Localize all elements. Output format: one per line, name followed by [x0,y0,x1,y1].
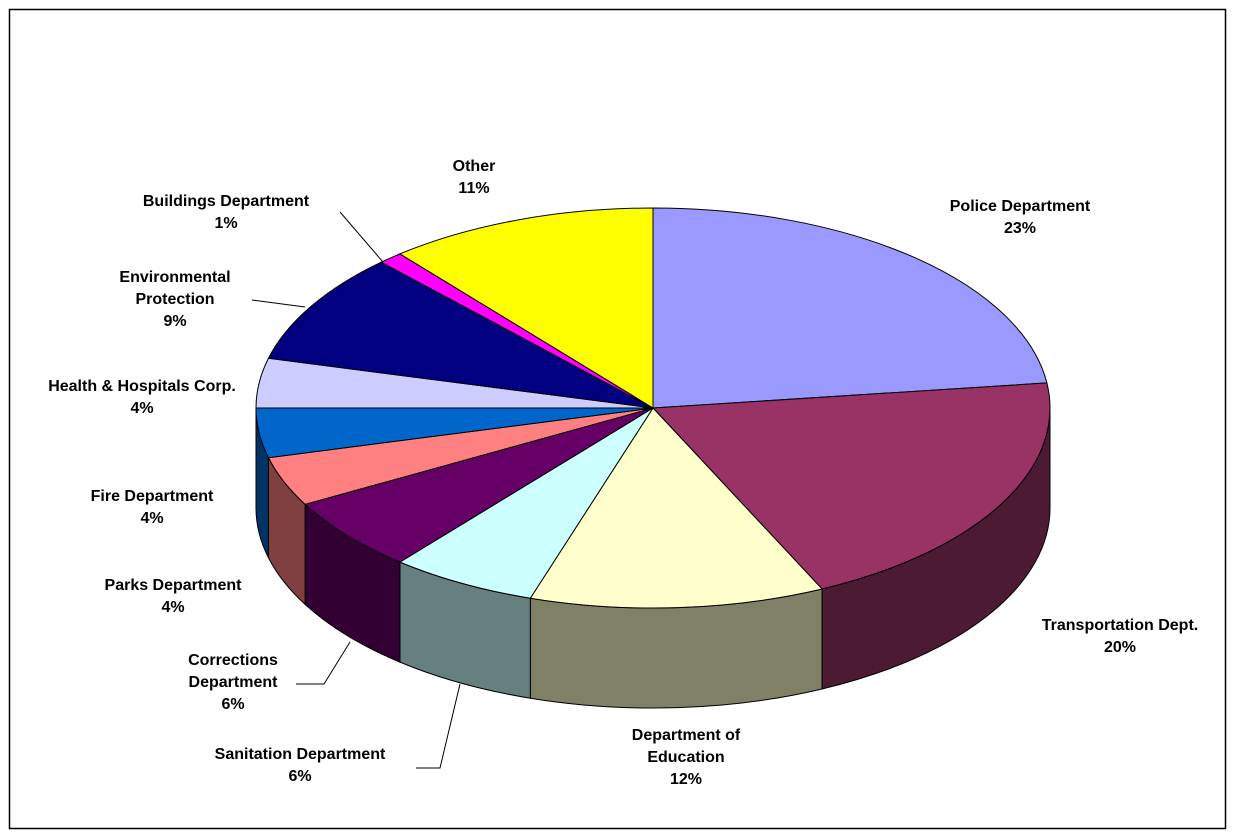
leader-line [416,683,461,769]
slice-label: Fire Department 4% [22,486,282,530]
slice-label: Department of Education 12% [596,725,776,791]
value-label: 4% [130,400,154,417]
value-label: 6% [288,768,312,785]
slice-label: Health & Hospitals Corp. 4% [42,376,242,420]
slice [398,207,654,409]
category-label: Environmental Protection [119,269,231,308]
leader-line [339,211,384,263]
pie [255,207,1051,709]
category-label: Buildings Department [142,193,310,210]
category-label: Sanitation Department [214,746,386,763]
slice-label: Sanitation Department 6% [170,744,430,788]
value-label: 4% [140,510,164,527]
slice-label: Police Department 23% [890,196,1150,240]
slice [651,382,1051,590]
value-label: 20% [1103,639,1137,656]
category-label: Health & Hospitals Corp. [48,378,236,395]
value-label: 12% [669,771,703,788]
category-label: Transportation Dept. [1041,617,1199,634]
value-label: 1% [214,215,238,232]
category-label: Parks Department [104,577,242,594]
value-label: 6% [221,696,245,713]
leader-lines [251,211,461,769]
value-label: 4% [161,599,185,616]
slice-label: Parks Department 4% [43,575,303,619]
slice-label: Corrections Department 6% [163,650,303,716]
leader-line [296,641,351,685]
category-label: Police Department [949,198,1091,215]
slice [529,407,823,609]
slice-label: Transportation Dept. 20% [990,615,1235,659]
category-label: Department of Education [631,727,741,766]
slice [267,261,654,409]
category-label: Fire Department [90,488,214,505]
slice-label: Other 11% [374,156,574,200]
slice-label: Buildings Department 1% [96,191,356,235]
leader-line [251,299,306,308]
category-label: Corrections Department [188,652,278,691]
slice-label: Environmental Protection 9% [105,267,245,333]
slice [304,407,654,563]
slice [398,407,654,599]
category-label: Other [452,158,496,175]
value-label: 11% [458,180,490,197]
value-label: 9% [163,313,187,330]
slice [652,207,1048,409]
chart-border [8,8,1227,830]
value-label: 23% [1003,220,1037,237]
